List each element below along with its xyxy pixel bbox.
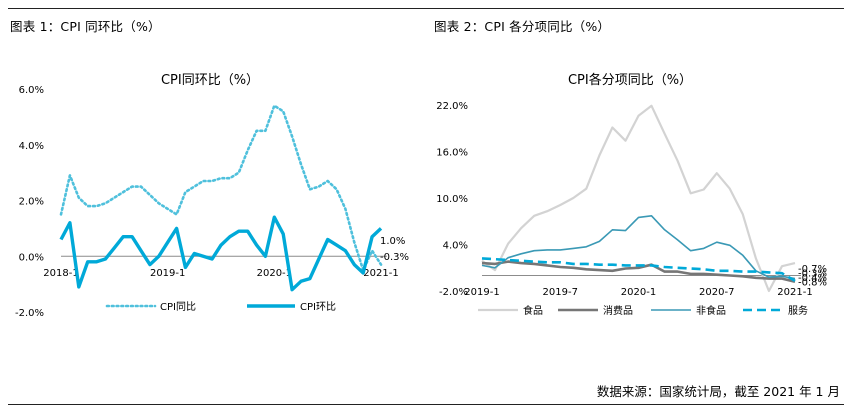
x-tick-label: 2018-1 <box>43 268 78 279</box>
legend-label: CPI环比 <box>300 301 336 313</box>
y-tick-label: 0.0% <box>19 252 44 263</box>
x-tick-label: 2019-7 <box>543 287 578 298</box>
y-tick-label: 10.0% <box>436 194 468 205</box>
y-tick-label: 6.0% <box>19 85 44 96</box>
x-tick-label: 2020-1 <box>621 287 656 298</box>
series-line-1 <box>481 104 796 293</box>
x-tick-label: 2019-1 <box>464 287 499 298</box>
bottom-rule <box>8 404 844 405</box>
x-tick-label: 2021-1 <box>363 268 398 279</box>
series-line-1 <box>59 104 383 272</box>
figure1-caption: 图表 1：CPI 同环比（%） <box>10 19 161 34</box>
y-tick-label: -2.0% <box>439 287 468 298</box>
figure2-caption: 图表 2：CPI 各分项同比（%） <box>434 19 611 34</box>
cpi-components-chart: CPI各分项同比（%）22.0%16.0%10.0%4.0%-2.0%2019-… <box>436 72 827 317</box>
x-tick-label: 2021-1 <box>777 287 812 298</box>
y-tick-label: 2.0% <box>19 197 44 208</box>
y-tick-label: 4.0% <box>443 241 468 252</box>
x-tick-label: 2020-1 <box>257 268 292 279</box>
y-tick-label: -2.0% <box>15 308 44 319</box>
x-tick-label: 2020-7 <box>699 287 734 298</box>
legend-label: 服务 <box>788 304 808 317</box>
end-value-label: -0.3% <box>380 252 409 263</box>
chart-title: CPI各分项同比（%） <box>568 72 692 88</box>
series-line-2 <box>481 260 796 283</box>
top-rule <box>8 8 844 9</box>
end-value-label: -0.7% <box>798 264 827 275</box>
y-tick-label: 22.0% <box>436 101 468 112</box>
data-source-note: 数据来源：国家统计局，截至 2021 年 1 月 <box>596 384 840 399</box>
series-line-3 <box>481 215 796 280</box>
end-value-label: -0.4% <box>798 273 827 284</box>
series-line-4 <box>481 257 796 283</box>
legend-label: 消费品 <box>603 304 633 317</box>
y-tick-label: 4.0% <box>19 141 44 152</box>
end-value-label: 1.0% <box>380 236 405 247</box>
legend-label: CPI同比 <box>160 301 196 313</box>
legend-label: 非食品 <box>696 304 726 317</box>
y-tick-label: 16.0% <box>436 148 468 159</box>
x-tick-label: 2019-1 <box>150 268 185 279</box>
end-value-label: -0.3% <box>798 269 827 280</box>
series-line-2 <box>59 215 383 292</box>
cpi-yoy-mom-chart: CPI同环比（%） 6.0% 4.0% 2.0% 0.0% -2.0% 2018-1 2019… <box>15 73 409 319</box>
chart-title: CPI同环比（%） <box>161 73 259 88</box>
legend-label: 食品 <box>523 304 543 317</box>
end-value-label: -0.8% <box>798 278 827 289</box>
